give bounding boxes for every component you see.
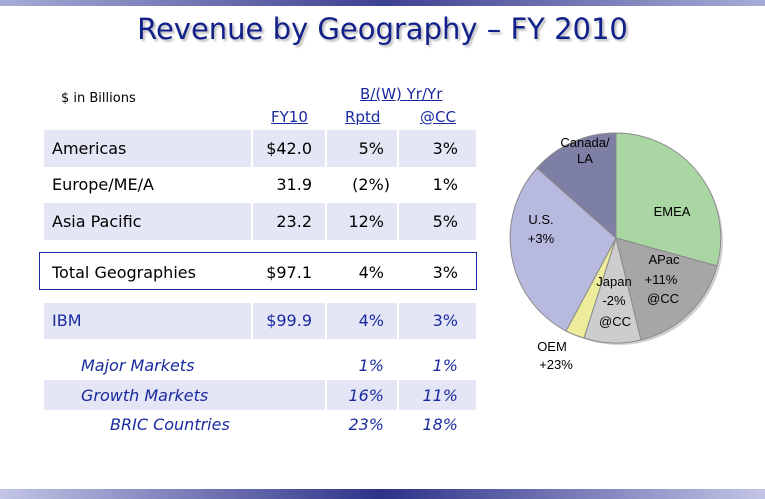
col-divider xyxy=(251,130,253,240)
cc-value: 11% xyxy=(422,386,458,405)
row-label: IBM xyxy=(52,311,82,330)
cc-value: 3% xyxy=(432,139,458,158)
rptd-value: 1% xyxy=(358,356,384,375)
row-label: BRIC Countries xyxy=(110,415,230,434)
rptd-value: 12% xyxy=(348,212,384,231)
col-divider xyxy=(325,380,327,410)
row-label: Total Geographies xyxy=(52,263,196,282)
bottom-accent-bar xyxy=(0,489,765,499)
row-label: Asia Pacific xyxy=(52,212,142,231)
cc-value: 18% xyxy=(422,415,458,434)
rptd-value: 23% xyxy=(348,415,384,434)
cc-value: 3% xyxy=(432,311,458,330)
fy10-value: $97.1 xyxy=(266,263,312,282)
rptd-value: 4% xyxy=(358,311,384,330)
rptd-value: (2%) xyxy=(352,175,390,194)
top-accent-bar xyxy=(0,0,765,6)
cc-value: 5% xyxy=(432,212,458,231)
pie-label-us: U.S. xyxy=(528,212,553,227)
pie-label-canada-la: Canada/ xyxy=(560,135,610,150)
rptd-value: 5% xyxy=(358,139,384,158)
pie-label-apac: +11% xyxy=(645,272,678,287)
row-band-ibm xyxy=(44,303,476,339)
row-band-asia-pacific xyxy=(44,203,476,240)
col-divider xyxy=(325,303,327,339)
pie-label-oem: OEM xyxy=(537,339,567,354)
col-divider xyxy=(397,130,399,240)
col-divider xyxy=(397,303,399,339)
rptd-header: Rptd xyxy=(345,108,381,126)
fy10-value: 23.2 xyxy=(276,212,312,231)
fy10-value: $42.0 xyxy=(266,139,312,158)
units-label: $ in Billions xyxy=(61,91,136,106)
row-band-growth-markets xyxy=(44,380,476,410)
pie-label-oem: +23% xyxy=(539,357,573,372)
yoy-group-header: B/(W) Yr/Yr xyxy=(360,85,443,103)
cc-value: 3% xyxy=(432,263,458,282)
pie-slice-us xyxy=(509,167,617,332)
pie-label-apac: @CC xyxy=(647,291,679,306)
fy10-header: FY10 xyxy=(271,108,308,126)
pie-label-us: +3% xyxy=(528,231,555,246)
fy10-value: 31.9 xyxy=(276,175,312,194)
row-label: Europe/ME/A xyxy=(52,175,154,194)
pie-slice-canada-la xyxy=(536,132,617,240)
row-label: Growth Markets xyxy=(81,386,209,405)
row-band-americas xyxy=(44,130,476,167)
pie-label-canada-la: LA xyxy=(577,151,593,166)
pie-label-apac: APac xyxy=(648,252,680,267)
rptd-value: 4% xyxy=(358,263,384,282)
pie-slice-apac xyxy=(615,237,718,341)
pie-label-japan: Japan xyxy=(596,274,631,289)
pie-label-japan: @CC xyxy=(599,314,631,329)
pie-label-emea: EMEA xyxy=(654,204,691,219)
cc-value: 1% xyxy=(432,175,458,194)
row-label: Major Markets xyxy=(81,356,195,375)
fy10-value: $99.9 xyxy=(266,311,312,330)
rptd-value: 16% xyxy=(348,386,384,405)
total-geographies-box xyxy=(39,252,477,290)
page-title: Revenue by Geography – FY 2010 xyxy=(137,12,628,46)
pie-slice-emea xyxy=(615,132,722,267)
row-label: Americas xyxy=(52,139,127,158)
pie-label-japan: -2% xyxy=(602,293,626,308)
col-divider xyxy=(325,130,327,240)
col-divider xyxy=(397,380,399,410)
col-divider xyxy=(251,303,253,339)
cc-value: 1% xyxy=(432,356,458,375)
cc-header: @CC xyxy=(420,108,456,126)
